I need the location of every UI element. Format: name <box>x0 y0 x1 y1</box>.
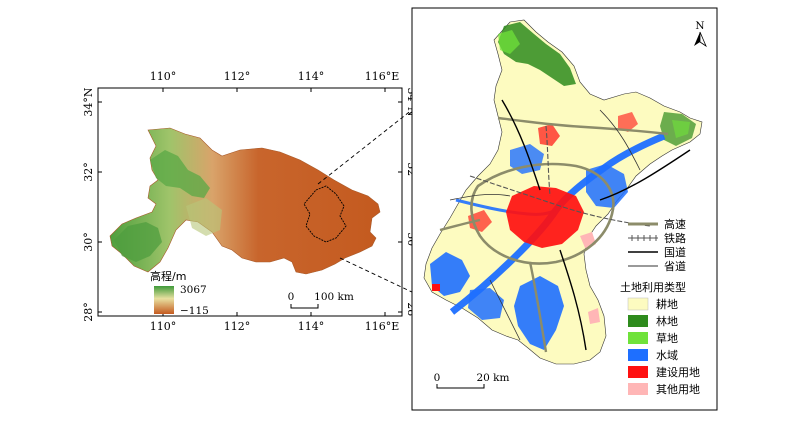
left-scale-bar: 0 100 km <box>288 291 354 309</box>
landuse-legend: 土地利用类型 耕地 林地 草地 水域 建设用地 其他用地 <box>620 280 700 396</box>
southwest-mountains <box>114 222 162 262</box>
right-scale-bar: 0 20 km <box>434 372 510 389</box>
top-tick-label: 114° <box>298 70 325 83</box>
landuse-legend-label: 草地 <box>656 332 678 345</box>
left-map-tick-marks <box>98 88 402 316</box>
road-legend-label: 国道 <box>664 245 686 259</box>
elevation-color-ramp <box>154 286 174 314</box>
urban-patch <box>432 284 440 291</box>
urban-core <box>506 186 584 248</box>
landuse-legend-label: 建设用地 <box>656 365 700 379</box>
landuse-legend-label: 耕地 <box>656 297 678 311</box>
road-legend-label: 省道 <box>664 259 686 273</box>
elevation-min-label: −115 <box>180 305 209 317</box>
grassland-swatch <box>628 332 648 344</box>
elevation-legend-title: 高程/m <box>150 269 186 283</box>
road-legend-label: 铁路 <box>664 232 686 245</box>
landuse-legend-label: 林地 <box>656 314 678 328</box>
provincial-road <box>449 109 641 341</box>
grassland-northeast <box>672 120 690 138</box>
left-tick-label: 32° <box>82 162 95 182</box>
top-tick-label: 110° <box>150 70 177 83</box>
right-scale-end: 20 km <box>476 372 509 384</box>
top-tick-label: 116°E <box>365 70 400 83</box>
other-land-swatch <box>628 383 648 395</box>
wuhan-landuse-map: N 高速 铁路 国道 省道 土地利用类型 耕地 林地 <box>411 7 718 411</box>
left-tick-label: 30° <box>82 232 95 252</box>
railway-symbol <box>628 235 658 241</box>
landuse-legend-title: 土地利用类型 <box>620 280 686 294</box>
left-tick-label: 34°N <box>82 87 95 116</box>
expressway-north <box>497 116 669 136</box>
expressway-ring <box>470 162 615 265</box>
north-label: N <box>695 20 704 32</box>
water-north-lakes <box>510 144 544 174</box>
national-road <box>501 99 691 351</box>
central-hills <box>186 198 222 236</box>
road-network <box>439 99 691 353</box>
construction-swatch <box>628 366 648 378</box>
other-land-patch-south <box>588 308 600 324</box>
forest-swatch <box>628 315 648 327</box>
western-mountains <box>150 150 210 198</box>
left-scale-start: 0 <box>288 291 295 303</box>
top-tick-label: 112° <box>224 70 251 83</box>
bottom-tick-label: 110° <box>150 320 177 333</box>
landuse-legend-label: 其他用地 <box>656 383 700 396</box>
cropland-swatch <box>627 297 649 311</box>
railway <box>469 125 651 227</box>
road-legend: 高速 铁路 国道 省道 <box>628 217 686 273</box>
right-scale-start: 0 <box>434 372 441 384</box>
urban-north <box>538 124 560 146</box>
road-legend-label: 高速 <box>664 217 686 231</box>
north-arrow: N <box>694 20 707 48</box>
forest-north <box>498 22 576 86</box>
wuhan-outline <box>303 185 347 243</box>
hubei-elevation-map: 110° 112° 114° 116°E 110° 112° 114° 116°… <box>82 70 418 333</box>
urban-scatter-east <box>618 112 638 132</box>
bottom-tick-label: 116°E <box>365 320 400 333</box>
grassland-north <box>498 30 520 54</box>
left-scale-end: 100 km <box>314 291 354 303</box>
water-swatch <box>628 349 648 361</box>
expressway-south <box>528 261 548 353</box>
bottom-tick-label: 114° <box>298 320 325 333</box>
elevation-max-label: 3067 <box>180 284 207 296</box>
expressway-west <box>439 218 481 232</box>
landuse-legend-label: 水域 <box>656 349 678 362</box>
left-tick-label: 28° <box>82 302 95 322</box>
bottom-tick-label: 112° <box>224 320 251 333</box>
